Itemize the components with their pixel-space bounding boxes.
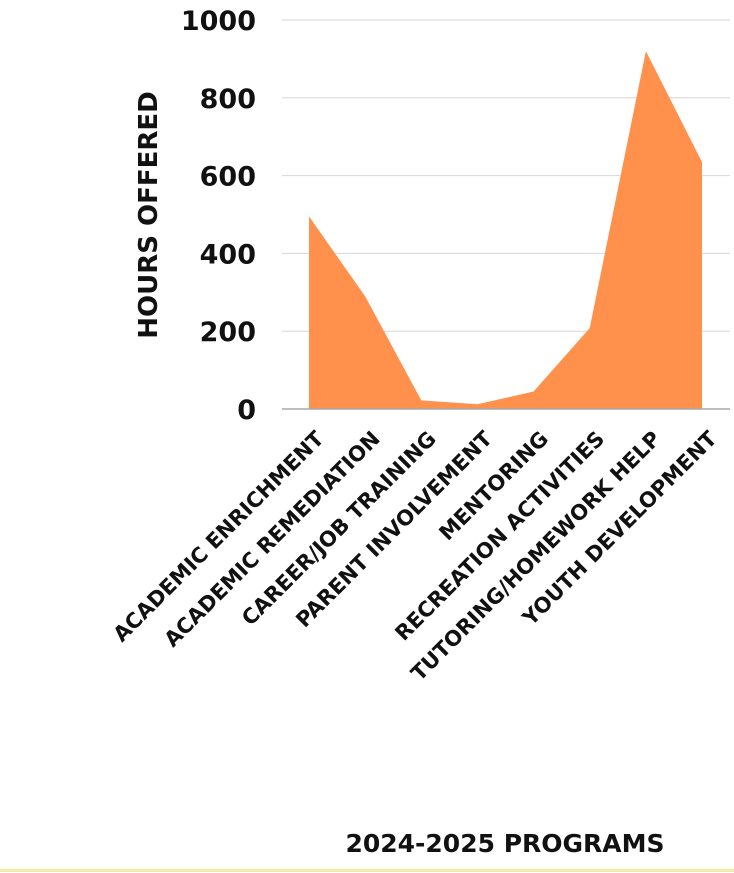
y-axis-title: HOURS OFFERED xyxy=(134,91,164,339)
y-tick-label: 600 xyxy=(200,162,256,193)
y-tick-label: 1000 xyxy=(181,6,256,37)
y-tick-labels: 0 200 400 600 800 1000 xyxy=(181,6,256,426)
y-tick-label: 800 xyxy=(200,84,256,115)
y-tick-label: 400 xyxy=(200,239,256,270)
category-label: ACADEMIC REMEDIATION xyxy=(160,427,385,652)
y-tick-label: 0 xyxy=(237,395,256,426)
series-area xyxy=(309,51,702,409)
bottom-rule xyxy=(0,869,734,872)
y-tick-label: 200 xyxy=(200,317,256,348)
x-axis-title: 2024-2025 PROGRAMS xyxy=(345,829,664,858)
